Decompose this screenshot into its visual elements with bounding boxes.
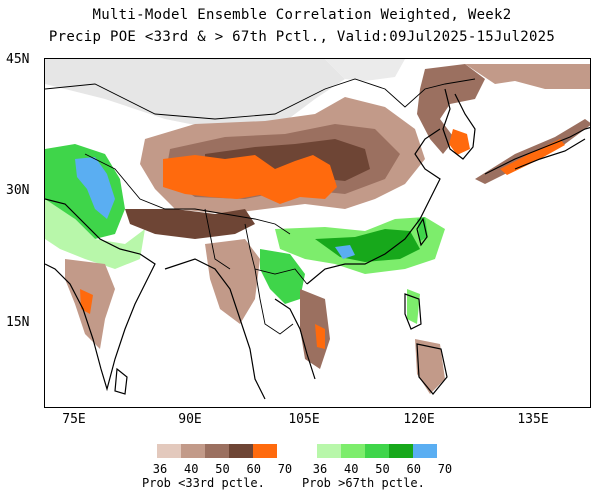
below-normal-india-core: [80, 289, 93, 314]
below-normal-philippines-south: [415, 339, 445, 394]
legend-above-tick: 50: [375, 462, 390, 476]
lat-label-45n: 45N: [6, 52, 30, 67]
lon-label-75e: 75E: [62, 412, 86, 427]
above-normal-philippines: [407, 289, 420, 324]
below-normal-vietnam-core: [315, 324, 325, 349]
legend-above-swatch-50: [365, 444, 389, 458]
legend-below-swatch-70: [253, 444, 277, 458]
legend-above-tick: 60: [406, 462, 421, 476]
legend-below-swatch-60: [229, 444, 253, 458]
legend-below-tick: 36: [152, 462, 168, 476]
legend-below-tick: 50: [215, 462, 230, 476]
map-canvas: [45, 59, 590, 400]
above-normal-indochina: [260, 249, 305, 304]
legend-below-swatches: [157, 444, 277, 458]
map-title-line2: Precip POE <33rd & > 67th Pctl., Valid:0…: [48, 29, 556, 45]
lon-label-135e: 135E: [517, 412, 549, 427]
legend-above-tick: 36: [312, 462, 328, 476]
legend-above-swatch-36: [317, 444, 341, 458]
no-data-region: [45, 59, 345, 131]
probability-map: [44, 58, 591, 408]
below-normal-korea-core: [449, 129, 470, 155]
legend-below-swatch-50: [205, 444, 229, 458]
above-normal-west-light: [45, 199, 145, 269]
lat-label-30n: 30N: [6, 183, 30, 198]
above-normal-blue-spot: [335, 245, 355, 259]
lon-label-90e: 90E: [178, 412, 202, 427]
legend-below-tick: 60: [246, 462, 261, 476]
legend-below-tick: 70: [277, 462, 293, 476]
no-data-region-east: [325, 59, 405, 81]
legend-below-ticks: 36 40 50 60 70: [148, 462, 297, 476]
legend-above-swatches: [317, 444, 437, 458]
legend-below-tick: 40: [184, 462, 199, 476]
coastlines: [45, 88, 590, 400]
legend-above-swatch-40: [341, 444, 365, 458]
legend-below-title: Prob <33rd pctle.: [142, 476, 265, 490]
below-normal-japan-core: [500, 139, 565, 175]
legend-above-title: Prob >67th pctle.: [302, 476, 425, 490]
above-normal-taiwan: [417, 217, 428, 241]
legend-below-swatch-36: [157, 444, 181, 458]
below-normal-strong-core: [163, 155, 337, 204]
below-normal-vietnam: [300, 289, 330, 369]
lon-label-105e: 105E: [288, 412, 320, 427]
legend-above-tick: 70: [437, 462, 453, 476]
legend-above-tick: 40: [344, 462, 359, 476]
map-title-line1: Multi-Model Ensemble Correlation Weighte…: [92, 7, 512, 23]
lon-label-120e: 120E: [403, 412, 435, 427]
below-normal-tibet: [125, 209, 255, 239]
legend-above-ticks: 36 40 50 60 70: [308, 462, 457, 476]
above-normal-pakistan-core: [75, 157, 115, 219]
below-normal-myanmar: [205, 239, 260, 324]
legend-above-swatch-70: [413, 444, 437, 458]
below-normal-manchuria: [465, 64, 590, 89]
legend-above-swatch-60: [389, 444, 413, 458]
legend-below-swatch-40: [181, 444, 205, 458]
country-borders: [45, 78, 476, 335]
lat-label-15n: 15N: [6, 315, 30, 330]
